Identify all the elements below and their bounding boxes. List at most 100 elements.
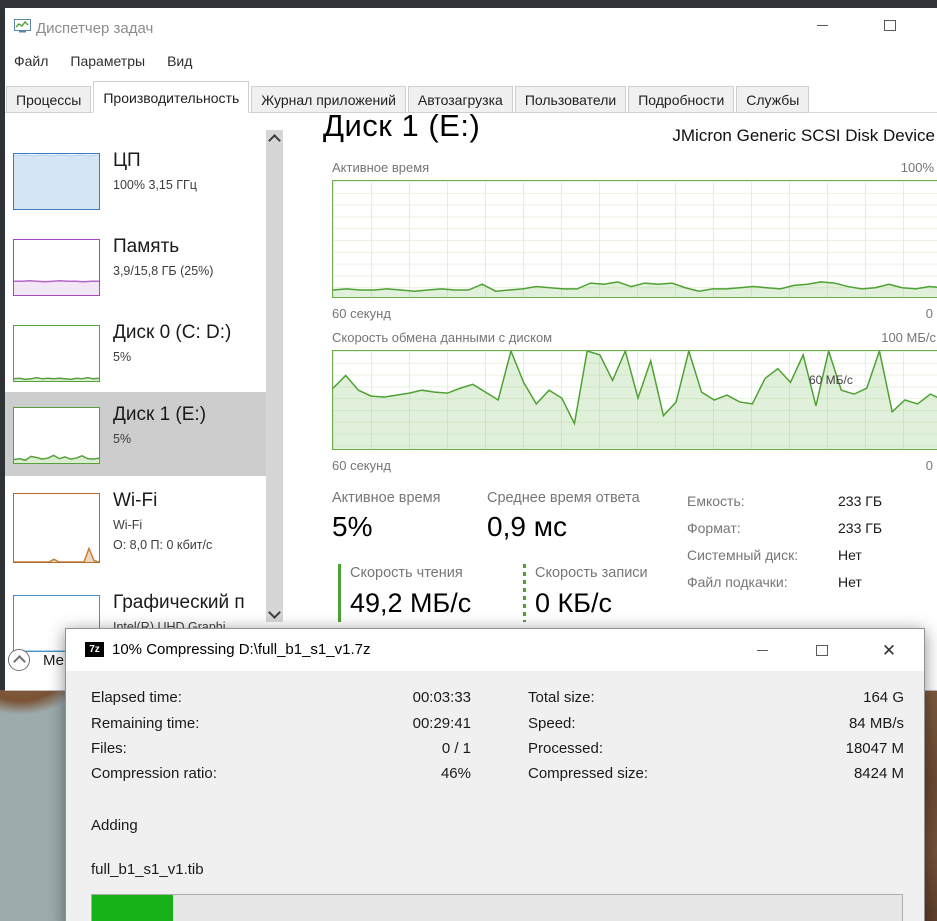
elapsed-time-label: Elapsed time: xyxy=(91,689,182,706)
compression-ratio-value: 46% xyxy=(440,765,471,782)
desktop-top-edge xyxy=(0,0,937,8)
tab-performance[interactable]: Производительность xyxy=(93,81,250,113)
chart1-label: Активное время xyxy=(332,160,430,175)
processed-label: Processed: xyxy=(528,740,604,757)
sidebar-scrollbar[interactable] xyxy=(266,130,283,622)
dialog-title-bar[interactable] xyxy=(66,629,924,671)
write-speed-value: 0 КБ/с xyxy=(535,588,612,618)
tab-bar: Процессы Производительность Журнал прило… xyxy=(5,80,937,113)
total-size-value: 164 G xyxy=(863,689,904,706)
files-label: Files: xyxy=(91,740,127,757)
pagefile-label: Файл подкачки: xyxy=(687,574,788,590)
sidebar-item-disk0[interactable]: Диск 0 (C: D:) 5% xyxy=(5,310,266,395)
write-speed-accent-bar xyxy=(523,564,526,622)
processed-value: 18047 M xyxy=(845,740,904,757)
remaining-time-value: 00:29:41 xyxy=(412,715,471,732)
task-manager-app-icon xyxy=(14,19,31,34)
read-speed-label: Скорость чтения xyxy=(350,565,463,581)
capacity-label: Емкость: xyxy=(687,493,745,509)
chart1-x-left: 60 секунд xyxy=(332,306,391,321)
sidebar-item-title: Память xyxy=(113,236,180,257)
sidebar-item-memory[interactable]: Память 3,9/15,8 ГБ (25%) xyxy=(5,224,266,309)
chart2-x-right: 0 xyxy=(925,458,933,473)
fewer-details-toggle[interactable] xyxy=(8,649,30,671)
sidebar-item-subtitle: 5% xyxy=(113,350,132,364)
status-text: Adding xyxy=(91,817,138,834)
sidebar-item-title: Диск 1 (E:) xyxy=(113,404,207,425)
compression-ratio-label: Compression ratio: xyxy=(91,765,217,782)
chart2-max-label: 100 МБ/с xyxy=(881,330,936,345)
disk0-thumbnail-chart xyxy=(13,325,100,382)
menu-file[interactable]: Файл xyxy=(14,53,49,69)
chart2-x-left: 60 секунд xyxy=(332,458,391,473)
tab-services[interactable]: Службы xyxy=(736,86,810,113)
format-label: Формат: xyxy=(687,520,741,536)
device-name: JMicron Generic SCSI Disk Device xyxy=(672,126,935,145)
read-speed-accent-bar xyxy=(338,564,341,622)
progress-bar xyxy=(91,894,903,921)
disk-page-title: Диск 1 (E:) xyxy=(323,108,481,143)
sidebar-item-title: Графический п xyxy=(113,592,245,613)
response-time-stat-label: Среднее время ответа xyxy=(487,490,640,506)
sidebar-item-title: Wi-Fi xyxy=(113,490,158,511)
total-size-label: Total size: xyxy=(528,689,595,706)
chevron-down-icon xyxy=(268,605,281,619)
wifi-thumbnail-chart xyxy=(13,493,100,563)
tab-processes[interactable]: Процессы xyxy=(6,86,92,113)
cpu-thumbnail-chart xyxy=(13,153,100,210)
fewer-details-label: Ме xyxy=(43,652,65,669)
format-value: 233 ГБ xyxy=(838,520,883,536)
sidebar-item-disk1-selected[interactable]: Диск 1 (E:) 5% xyxy=(5,392,266,476)
dialog-maximize-button[interactable] xyxy=(799,629,845,671)
menu-view[interactable]: Вид xyxy=(167,53,193,69)
window-title: Диспетчер задач xyxy=(36,20,154,37)
active-time-stat-value: 5% xyxy=(332,511,373,542)
dialog-minimize-button[interactable] xyxy=(739,629,785,671)
memory-thumbnail-chart xyxy=(13,239,100,296)
tab-startup[interactable]: Автозагрузка xyxy=(407,86,513,113)
maximize-icon xyxy=(883,19,896,31)
seven-zip-icon: 7z xyxy=(85,642,104,657)
dialog-close-button[interactable]: ✕ xyxy=(866,629,912,671)
speed-label: Speed: xyxy=(528,715,576,732)
desktop-left-edge xyxy=(0,8,5,690)
chevron-up-circle-icon xyxy=(12,655,26,668)
write-speed-label: Скорость записи xyxy=(535,565,648,581)
sidebar-item-cpu[interactable]: ЦП 100% 3,15 ГГц xyxy=(5,138,266,223)
tab-details[interactable]: Подробности xyxy=(628,86,735,113)
system-disk-value: Нет xyxy=(838,547,862,563)
desktop-wallpaper-left xyxy=(0,690,65,921)
sidebar-item-subtitle: Wi-Fi xyxy=(113,518,143,532)
read-speed-value: 49,2 МБ/с xyxy=(350,588,472,618)
pagefile-value: Нет xyxy=(838,574,862,590)
sidebar-item-subtitle: 100% 3,15 ГГц xyxy=(113,178,197,192)
tab-app-history[interactable]: Журнал приложений xyxy=(251,86,406,113)
chart2-label: Скорость обмена данными с диском xyxy=(332,330,553,345)
throughput-chart: 60 МБ/с xyxy=(332,350,937,450)
elapsed-time-value: 00:03:33 xyxy=(412,689,471,706)
files-value: 0 / 1 xyxy=(441,740,471,757)
sidebar-item-wifi[interactable]: Wi-Fi Wi-Fi О: 8,0 П: 0 кбит/с xyxy=(5,478,266,578)
close-icon: ✕ xyxy=(881,640,897,660)
speed-value: 84 MB/s xyxy=(848,715,904,732)
menu-options[interactable]: Параметры xyxy=(70,53,146,69)
maximize-icon xyxy=(816,644,828,656)
capacity-value: 233 ГБ xyxy=(838,493,883,509)
scroll-down-button[interactable] xyxy=(266,605,283,622)
progress-bar-fill xyxy=(92,895,173,921)
scroll-up-button[interactable] xyxy=(266,130,283,147)
chart2-annotation: 60 МБ/с xyxy=(809,373,853,387)
menu-bar: Файл Параметры Вид xyxy=(5,46,937,76)
response-time-stat-value: 0,9 мс xyxy=(487,511,567,542)
sidebar-item-subtitle: 5% xyxy=(113,432,132,446)
minimize-button[interactable] xyxy=(800,8,845,42)
maximize-button[interactable] xyxy=(867,8,912,42)
active-time-chart xyxy=(332,180,937,298)
compressed-size-label: Compressed size: xyxy=(528,765,649,782)
tab-users[interactable]: Пользователи xyxy=(514,86,627,113)
dialog-title: 10% Compressing D:\full_b1_s1_v1.7z xyxy=(112,641,371,658)
minimize-icon xyxy=(817,24,828,26)
task-manager-window: Диспетчер задач Файл Параметры Вид Проце… xyxy=(5,8,937,691)
current-file-name: full_b1_s1_v1.tib xyxy=(91,861,204,878)
